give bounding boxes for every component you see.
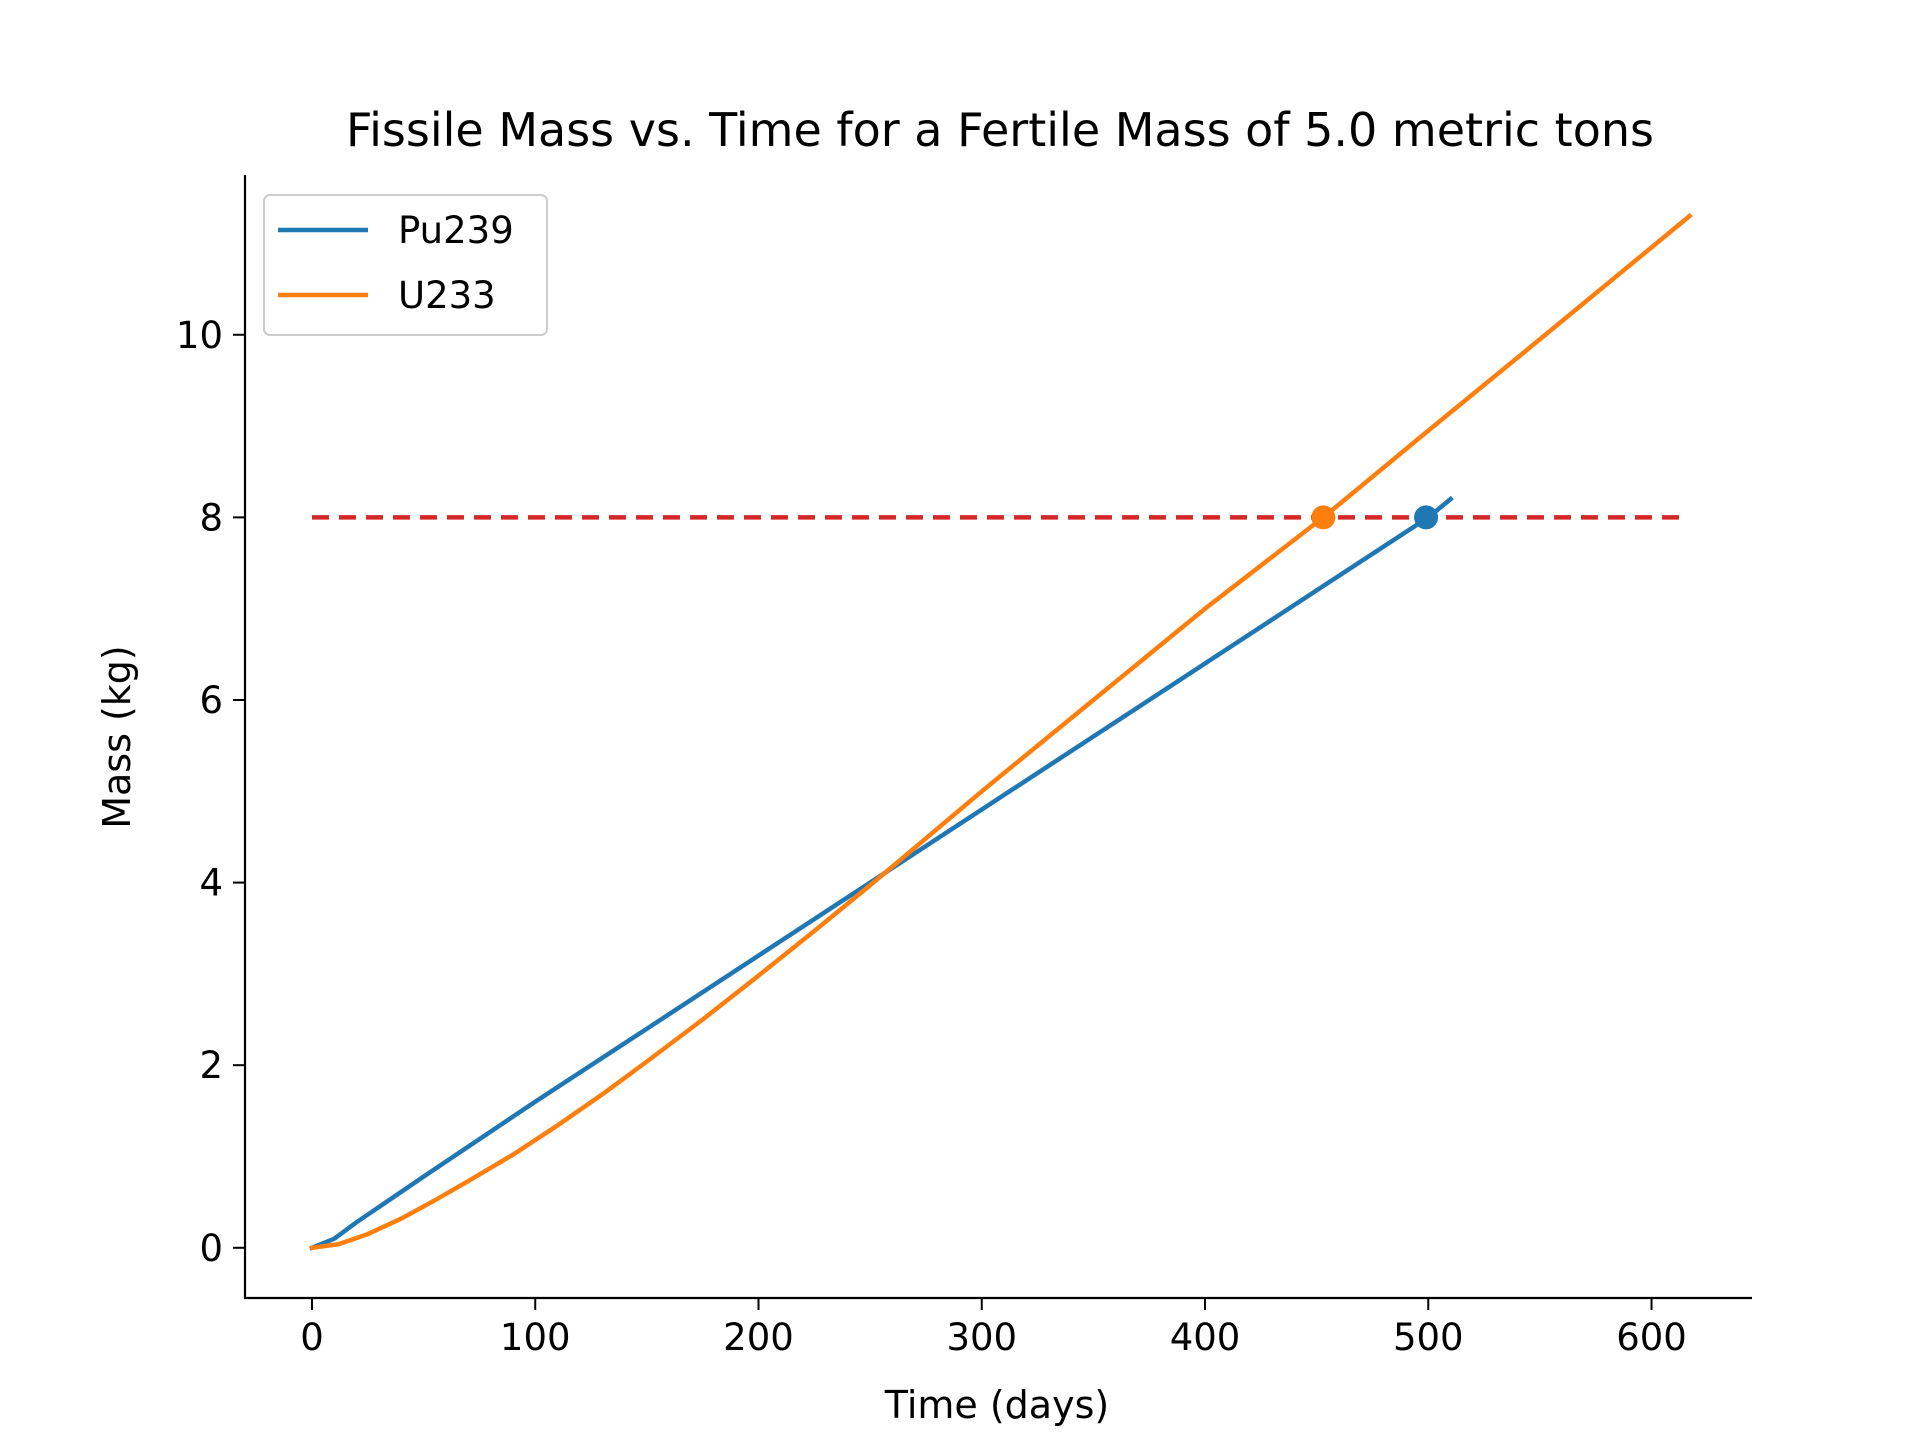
x-tick-label: 500 [1393,1316,1464,1359]
x-tick-label: 0 [300,1316,324,1359]
y-tick-label: 8 [199,496,223,539]
y-tick-label: 10 [176,314,223,357]
y-tick-label: 4 [199,862,223,905]
series-line-u233 [309,212,1693,1251]
y-axis-label: Mass (kg) [95,645,139,829]
y-tick-label: 0 [199,1227,223,1270]
y-tick-label: 6 [199,679,223,722]
x-tick-label: 400 [1170,1316,1241,1359]
x-tick-label: 200 [723,1316,794,1359]
x-tick-label: 100 [500,1316,571,1359]
x-tick-label: 600 [1616,1316,1687,1359]
legend-label-u233: U233 [398,274,496,317]
marker-u233 [1311,505,1336,530]
legend: Pu239 U233 [263,194,548,336]
legend-label-pu239: Pu239 [398,209,514,252]
chart-title: Fissile Mass vs. Time for a Fertile Mass… [346,103,1654,157]
x-axis-label: Time (days) [884,1383,1109,1427]
y-tick-label: 2 [199,1044,223,1087]
plot-area [309,212,1693,1251]
ticks: 0 100 200 300 400 500 600 0 2 4 6 8 10 [176,314,1687,1359]
marker-pu239 [1414,505,1439,530]
x-tick-label: 300 [946,1316,1017,1359]
series-line-pu239 [309,495,1454,1251]
axes [243,175,1752,1300]
